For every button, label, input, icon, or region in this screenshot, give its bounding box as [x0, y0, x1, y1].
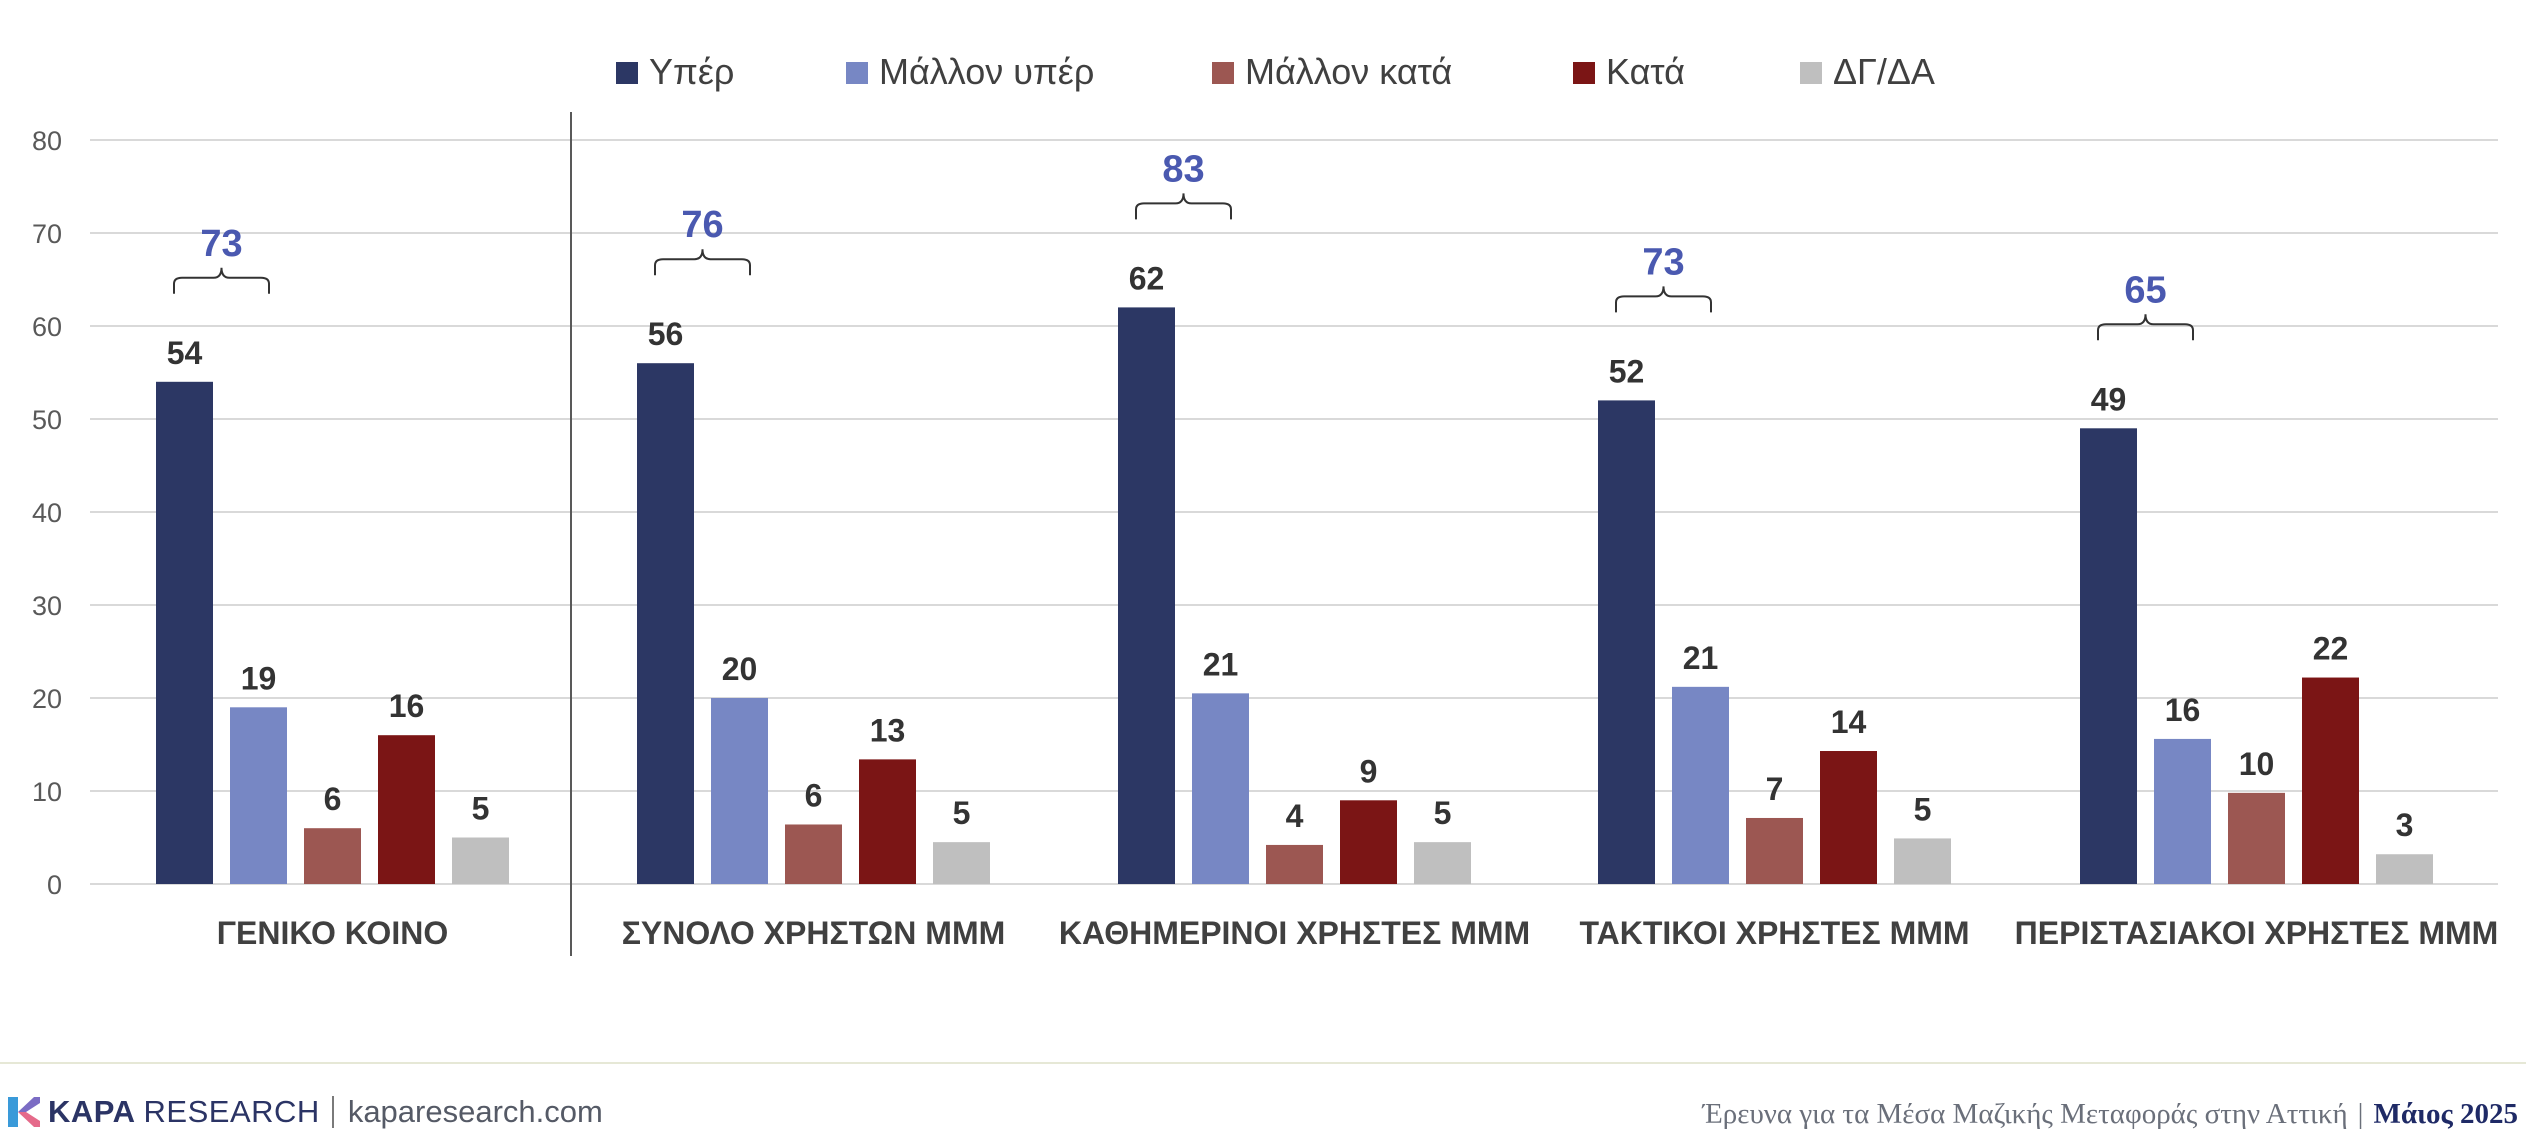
bar: [2080, 428, 2137, 884]
data-label: 16: [2165, 692, 2201, 728]
footer: KAPA RESEARCH kaparesearch.com Έρευνα γι…: [0, 1062, 2526, 1130]
bar: [230, 707, 287, 884]
bar: [933, 842, 990, 884]
y-tick-label: 70: [32, 219, 62, 249]
bar: [2154, 738, 2211, 884]
x-category-label: ΠΕΡΙΣΤΑΣΙΑΚΟΙ ΧΡΗΣΤΕΣ ΜΜΜ: [2015, 915, 2499, 951]
bar: [1414, 842, 1471, 884]
legend-swatch: [1212, 62, 1234, 84]
data-label: 6: [805, 777, 823, 813]
y-tick-label: 40: [32, 498, 62, 528]
kapa-logo-icon: [8, 1097, 40, 1127]
bracket-total-label: 76: [681, 204, 723, 246]
data-label: 20: [722, 651, 758, 687]
bracket: [654, 249, 751, 276]
data-label: 3: [2396, 807, 2414, 843]
bar: [452, 837, 509, 884]
bar: [2376, 854, 2433, 884]
y-tick-label: 60: [32, 312, 62, 342]
data-label: 5: [953, 795, 971, 831]
bracket-total-label: 83: [1162, 148, 1204, 190]
data-label: 9: [1360, 753, 1378, 789]
data-label: 56: [648, 316, 684, 352]
x-category-label: ΚΑΘΗΜΕΡΙΝΟΙ ΧΡΗΣΤΕΣ ΜΜΜ: [1059, 915, 1530, 951]
bar: [637, 363, 694, 884]
y-tick-label: 20: [32, 684, 62, 714]
bar-chart: 0 10 20 30 40 50 60 70 80 Υπέρ Μάλλον υπέρ Μάλλον κ…: [32, 51, 2499, 956]
legend-label: Κατά: [1606, 51, 1685, 92]
data-label: 10: [2239, 746, 2275, 782]
bar: [1598, 400, 1655, 884]
data-label: 19: [241, 660, 277, 696]
y-tick-label: 30: [32, 591, 62, 621]
data-label: 52: [1609, 353, 1645, 389]
brand-separator: [331, 1096, 334, 1128]
x-category-label: ΣΥΝΟΛΟ ΧΡΗΣΤΩΝ ΜΜΜ: [622, 915, 1006, 951]
bracket: [173, 267, 270, 294]
data-label: 6: [324, 781, 342, 817]
survey-caption: Έρευνα για τα Μέσα Μαζικής Μεταφοράς στη…: [1703, 1094, 2518, 1134]
data-label: 54: [167, 335, 203, 371]
legend-swatch: [1800, 62, 1822, 84]
y-tick-label: 10: [32, 777, 62, 807]
bar: [1118, 307, 1175, 884]
y-tick-label: 80: [32, 126, 62, 156]
bar: [1820, 751, 1877, 884]
bracket-total-label: 65: [2124, 269, 2166, 311]
x-category-label: ΤΑΚΤΙΚΟΙ ΧΡΗΣΤΕΣ ΜΜΜ: [1579, 915, 1969, 951]
data-label: 5: [1914, 791, 1932, 827]
legend-swatch: [616, 62, 638, 84]
data-label: 21: [1683, 640, 1719, 676]
bracket-total-label: 73: [1642, 241, 1684, 283]
data-label: 5: [1434, 795, 1452, 831]
bracket: [1615, 286, 1712, 313]
brand-research: RESEARCH: [143, 1094, 320, 1129]
bar: [1266, 844, 1323, 884]
data-label: 7: [1766, 771, 1784, 807]
legend-label: Μάλλον κατά: [1245, 51, 1452, 92]
bar: [1672, 686, 1729, 884]
bracket-total-label: 73: [200, 223, 242, 265]
legend-label: ΔΓ/ΔΑ: [1833, 51, 1935, 92]
data-label: 14: [1831, 704, 1867, 740]
data-label: 62: [1129, 260, 1165, 296]
bar: [1192, 693, 1249, 884]
bar: [1746, 817, 1803, 884]
legend-swatch: [1573, 62, 1595, 84]
brand-kapa: KAPA: [48, 1094, 136, 1129]
survey-date: Μάιος 2025: [2373, 1097, 2518, 1130]
bar: [304, 828, 361, 884]
bar: [378, 735, 435, 884]
data-label: 4: [1286, 798, 1304, 834]
footer-divider: [0, 1062, 2526, 1064]
bracket: [1135, 193, 1232, 220]
data-label: 21: [1203, 646, 1239, 682]
data-label: 16: [389, 688, 425, 724]
bar: [785, 824, 842, 884]
data-label: 13: [870, 712, 906, 748]
website-link[interactable]: kaparesearch.com: [347, 1094, 603, 1129]
survey-separator: |: [2357, 1097, 2364, 1130]
data-label: 22: [2313, 631, 2349, 667]
bar: [711, 698, 768, 884]
legend-swatch: [846, 62, 868, 84]
bar: [2302, 677, 2359, 884]
y-tick-label: 50: [32, 405, 62, 435]
bracket: [2097, 314, 2194, 341]
bar: [1894, 838, 1951, 884]
x-category-label: ΓΕΝΙΚΟ ΚΟΙΝΟ: [217, 915, 448, 951]
data-label: 5: [472, 791, 490, 827]
survey-title: Έρευνα για τα Μέσα Μαζικής Μεταφοράς στη…: [1702, 1097, 2348, 1130]
legend-label: Μάλλον υπέρ: [879, 51, 1094, 92]
data-label: 49: [2091, 381, 2127, 417]
legend-label: Υπέρ: [649, 51, 734, 92]
y-tick-label: 0: [47, 870, 62, 900]
brand: KAPA RESEARCH kaparesearch.com: [6, 1092, 603, 1132]
bar: [1340, 800, 1397, 884]
bar: [156, 381, 213, 884]
bar: [2228, 792, 2285, 884]
bar: [859, 759, 916, 884]
